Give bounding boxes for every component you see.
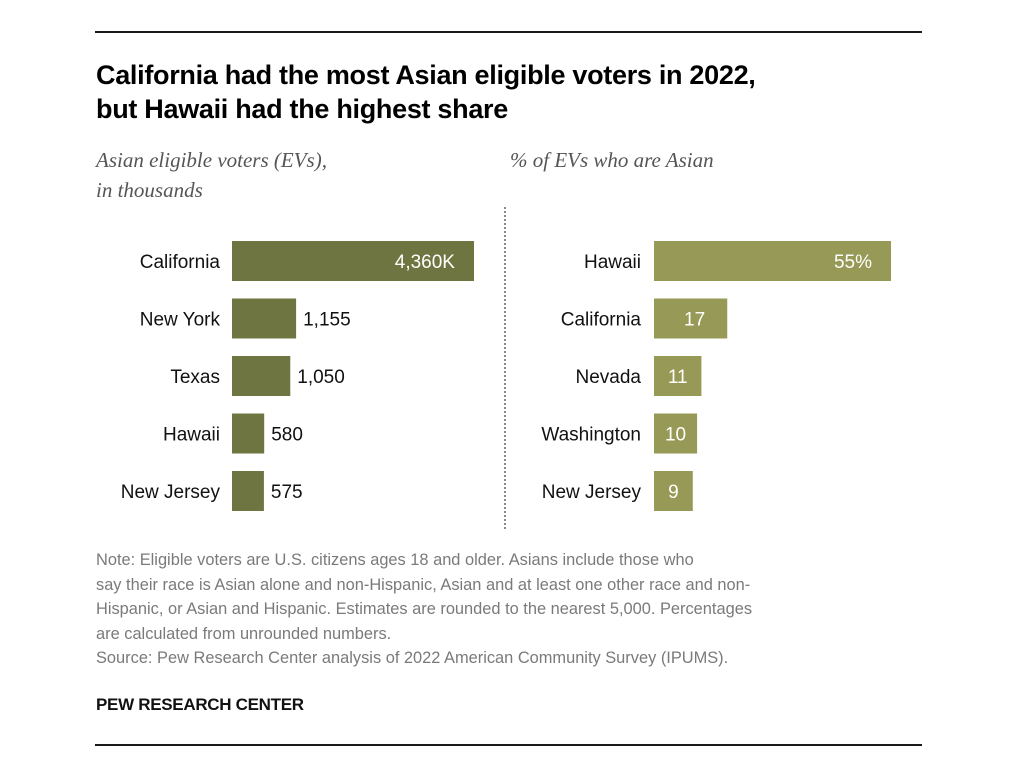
note-line: say their race is Asian alone and non-Hi… [96,575,751,594]
left-subtitle-line-2: in thousands [96,178,203,202]
right-category-label: Washington [541,425,641,446]
left-value-label: 4,360K [395,252,456,273]
right-subtitle-line-1: % of EVs who are Asian [510,148,714,172]
left-value-label: 575 [271,482,303,503]
left-category-label: New Jersey [121,482,221,503]
right-value-label: 55% [834,252,872,273]
source-line: Source: Pew Research Center analysis of … [96,649,729,667]
pew-research-center-logo: PEW RESEARCH CENTER [96,695,304,714]
left-category-label: Texas [170,367,220,388]
left-category-label: California [140,252,221,273]
left-category-label: New York [140,310,221,331]
chart-title: California had the most Asian eligible v… [96,58,926,126]
top-rule [95,31,922,33]
panel-divider [504,207,506,529]
left-value-label: 580 [271,425,303,446]
left-bar [232,241,474,281]
left-category-label: Hawaii [163,425,220,446]
right-bar [654,356,702,396]
left-subtitle-line-1: Asian eligible voters (EVs), [96,148,327,172]
left-bar [232,356,291,396]
right-bar [654,298,728,339]
right-value-label: 11 [668,367,688,388]
title-line-1: California had the most Asian eligible v… [96,60,756,90]
right-category-label: Nevada [576,367,642,388]
left-panel-subtitle: Asian eligible voters (EVs), in thousand… [96,145,327,205]
left-bar-panel: California 4,360K New York 1,155 Texas 1,050 H… [121,241,474,511]
right-panel-subtitle: % of EVs who are Asian [510,145,714,175]
right-bar [654,471,693,511]
right-value-label: 17 [684,310,705,331]
left-bar [232,471,264,511]
right-category-label: Hawaii [584,252,641,273]
right-category-label: New Jersey [542,482,642,503]
note-block: Note: Eligible voters are U.S. citizens … [96,548,926,671]
right-value-label: 9 [668,482,679,503]
right-category-label: California [561,310,642,331]
title-line-2: but Hawaii had the highest share [96,94,508,124]
left-value-label: 1,155 [303,310,351,331]
left-bar [232,298,297,339]
left-value-label: 1,050 [297,367,345,388]
note-line: Hispanic, or Asian and Hispanic. Estimat… [96,600,753,618]
left-bar [232,413,265,454]
right-bar [654,413,698,454]
bottom-rule [95,744,922,746]
right-bar [654,241,891,281]
note-line: are calculated from unrounded numbers. [96,624,392,643]
note-line: Note: Eligible voters are U.S. citizens … [96,551,694,569]
right-value-label: 10 [665,425,686,446]
right-bar-panel: Hawaii 55% California 17 Nevada 11 Washington 1… [541,241,891,511]
